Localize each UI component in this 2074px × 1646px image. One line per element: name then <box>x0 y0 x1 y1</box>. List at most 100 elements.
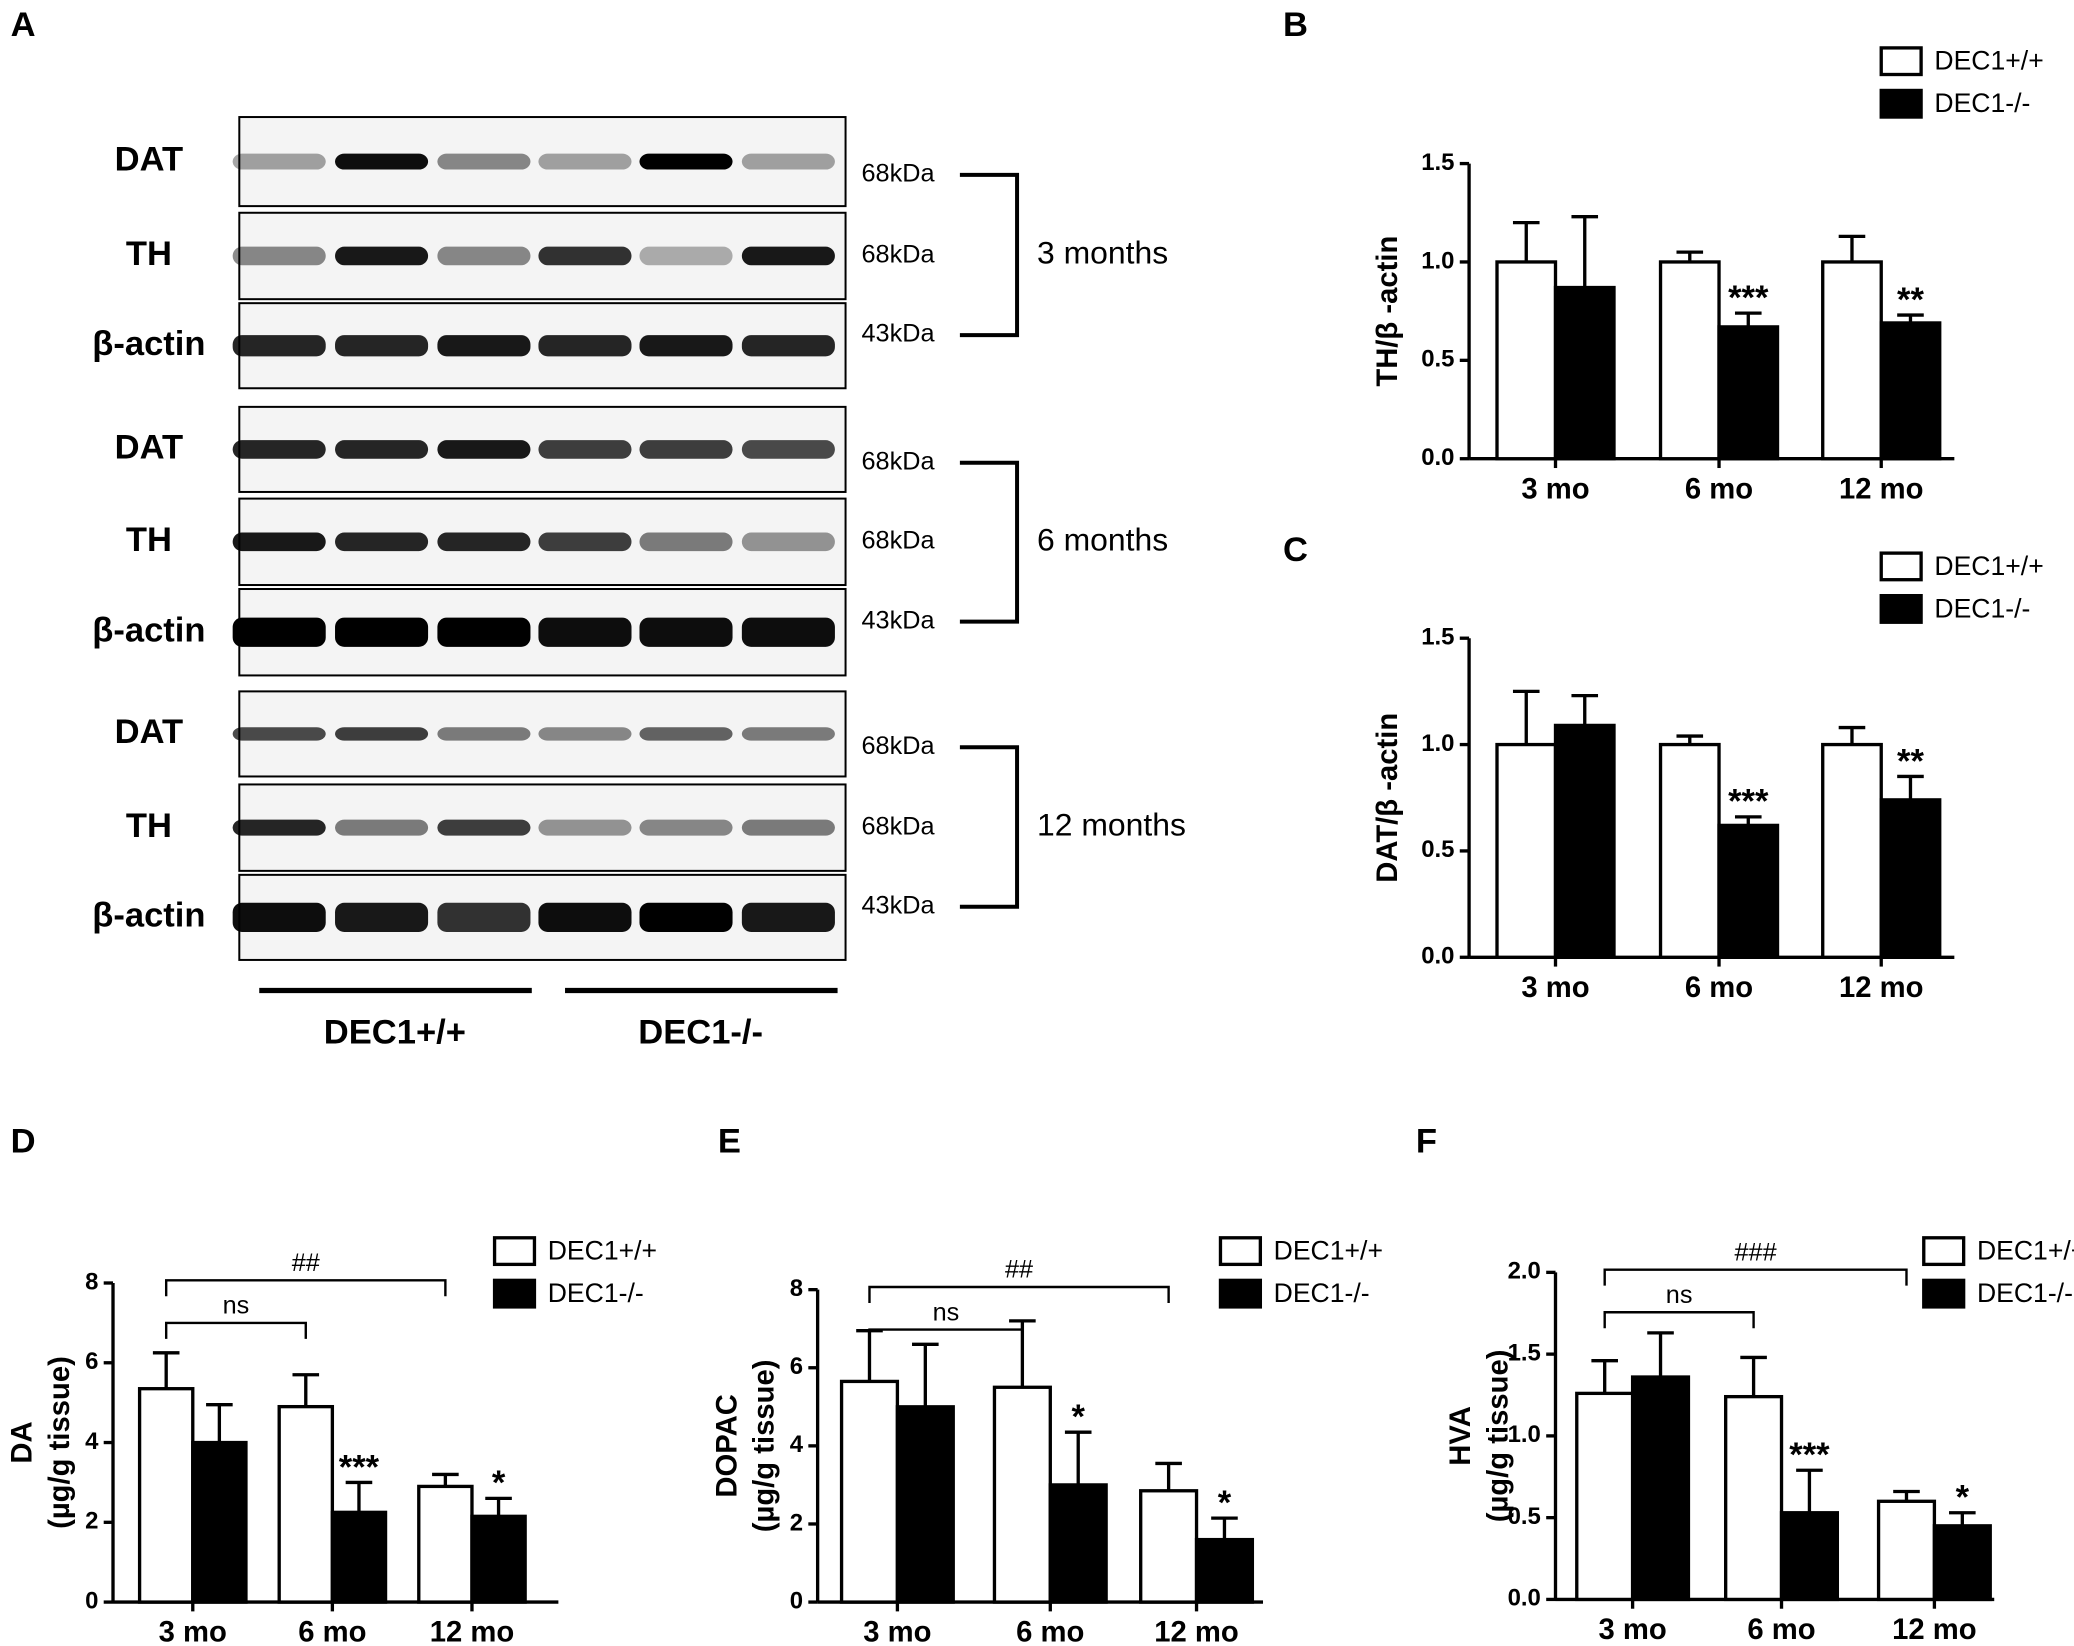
significance-label: * <box>1218 1484 1232 1522</box>
blot-band <box>335 440 429 459</box>
blot-band <box>538 617 632 647</box>
comparison-bracket <box>164 1321 307 1339</box>
legend-label: DEC1+/+ <box>1977 1235 2074 1265</box>
y-tick-label: 0.5 <box>1421 346 1454 373</box>
comparison-label: ### <box>1735 1238 1777 1266</box>
panel-letter: F <box>1416 1123 1437 1161</box>
blot-band <box>639 617 733 647</box>
blot-band <box>741 532 835 552</box>
protein-label: TH <box>126 521 172 559</box>
bar <box>992 1385 1052 1604</box>
comparison-label: ns <box>1666 1281 1693 1309</box>
legend-swatch <box>1879 46 1923 77</box>
y-tick-label: 6 <box>85 1348 98 1375</box>
legend-label: DEC1+/+ <box>548 1235 657 1265</box>
significance-label: *** <box>339 1448 380 1486</box>
blot-band <box>639 246 733 266</box>
x-tick-label: 6 mo <box>1685 473 1753 505</box>
size-label: 68kDa <box>862 526 936 554</box>
protein-label: TH <box>126 235 172 273</box>
comparison-label: ## <box>1005 1256 1033 1284</box>
significance-label: * <box>1071 1398 1085 1436</box>
x-tick-label: 12 mo <box>1154 1617 1239 1646</box>
y-axis-label: (µg/g tissue) <box>749 1359 781 1532</box>
y-tick-label: 0.0 <box>1508 1585 1541 1612</box>
size-label: 43kDa <box>862 606 936 634</box>
y-tick-label: 1.0 <box>1508 1421 1541 1448</box>
blot-band <box>538 727 632 741</box>
legend-label: DEC1+/+ <box>1934 46 2043 76</box>
bar <box>1821 260 1883 461</box>
panel-letter: E <box>718 1123 741 1161</box>
legend-label: DEC1-/- <box>1934 88 2030 118</box>
bar <box>1658 260 1721 461</box>
legend-swatch <box>1922 1236 1966 1267</box>
bar <box>330 1510 388 1604</box>
period-label: 3 months <box>1037 234 1168 270</box>
comparison-bracket <box>164 1279 447 1297</box>
blot-band <box>741 617 835 647</box>
y-tick-label: 8 <box>790 1275 803 1302</box>
y-tick-label: 1.0 <box>1421 730 1454 757</box>
blot-band <box>741 819 835 836</box>
comparison-label: ns <box>933 1298 960 1326</box>
y-tick-label: 0 <box>85 1587 98 1614</box>
bar <box>1879 798 1942 959</box>
significance-label: ** <box>1897 742 1924 780</box>
bar <box>1717 325 1780 461</box>
panel-letter: D <box>11 1123 36 1161</box>
bar <box>895 1405 955 1604</box>
bar <box>1575 1391 1635 1602</box>
protein-label: TH <box>126 807 172 845</box>
y-tick-label: 2.0 <box>1508 1258 1541 1285</box>
legend-swatch <box>1879 593 1923 624</box>
blot-band <box>538 532 632 552</box>
y-axis-label: HVA <box>1445 1406 1477 1466</box>
significance-label: * <box>1956 1479 1970 1517</box>
legend-label: DEC1+/+ <box>1274 1235 1383 1265</box>
blot-band <box>639 819 733 836</box>
bar <box>1876 1499 1937 1602</box>
bar <box>1048 1483 1108 1604</box>
blot-band <box>335 902 429 933</box>
bar <box>1821 742 1883 959</box>
blot-band <box>437 246 531 266</box>
blot-band <box>741 727 835 741</box>
blot-band <box>437 153 531 170</box>
bar <box>1879 321 1942 461</box>
blot-band <box>232 819 326 836</box>
x-tick-label: 6 mo <box>1685 972 1753 1004</box>
x-tick-label: 6 mo <box>1747 1614 1815 1646</box>
y-tick-label: 1.5 <box>1508 1339 1541 1366</box>
blot-band <box>741 335 835 357</box>
y-tick-label: 6 <box>790 1353 803 1380</box>
bar <box>470 1514 527 1604</box>
bracket <box>959 172 1020 338</box>
blot-band <box>232 532 326 552</box>
blot-band <box>741 153 835 170</box>
blot-band <box>639 727 733 741</box>
x-tick-label: 3 mo <box>159 1617 227 1646</box>
blot-band <box>437 532 531 552</box>
comparison-bracket <box>1603 1311 1755 1329</box>
comparison-bracket <box>868 1328 1024 1346</box>
x-tick-label: 12 mo <box>1839 972 1924 1004</box>
bar <box>1194 1537 1255 1604</box>
x-tick-label: 12 mo <box>1839 473 1924 505</box>
y-tick-label: 4 <box>85 1428 99 1455</box>
bar <box>1724 1394 1784 1602</box>
y-tick-label: 2 <box>85 1508 98 1535</box>
blot-band <box>741 902 835 933</box>
blot-band <box>232 153 326 170</box>
x-tick-label: 3 mo <box>1521 972 1589 1004</box>
legend-swatch <box>1922 1278 1966 1309</box>
blot-band <box>639 153 733 170</box>
bar <box>1932 1524 1992 1602</box>
bracket <box>959 460 1020 624</box>
protein-label: β-actin <box>92 611 205 649</box>
size-label: 68kDa <box>862 447 936 475</box>
size-label: 68kDa <box>862 732 936 760</box>
legend-label: DEC1+/+ <box>1934 551 2043 581</box>
y-tick-label: 1.5 <box>1421 149 1454 176</box>
